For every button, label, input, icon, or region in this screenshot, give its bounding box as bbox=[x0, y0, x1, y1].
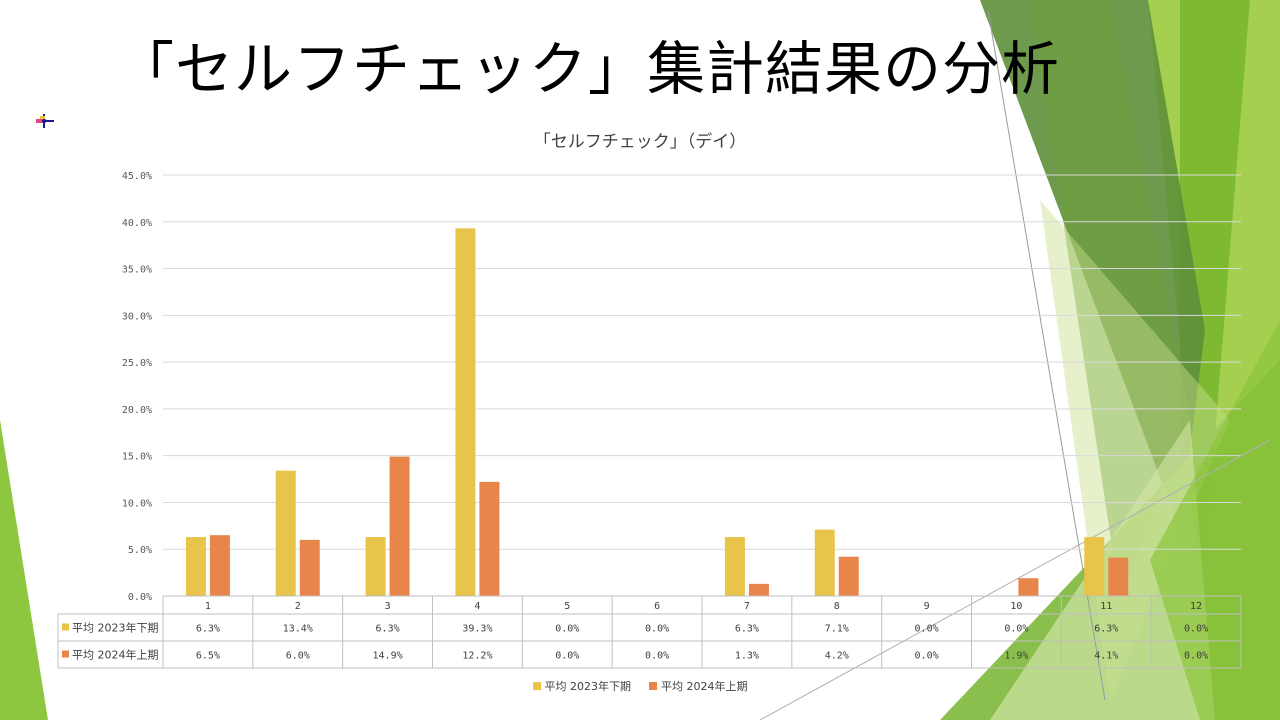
legend-swatch-2023 bbox=[532, 682, 541, 690]
bar-2024-4 bbox=[479, 481, 500, 596]
y-tick-label: 30.0% bbox=[122, 311, 152, 322]
table-value-cell: 0.0% bbox=[1184, 651, 1208, 662]
y-tick-label: 40.0% bbox=[122, 218, 152, 229]
legend-label-2024: 平均 2024年上期 bbox=[661, 680, 748, 693]
bar-2024-11 bbox=[1108, 557, 1129, 596]
chart-legend: 平均 2023年下期 平均 2024年上期 bbox=[0, 678, 1280, 694]
table-series-name: 平均 2024年上期 bbox=[72, 648, 159, 662]
bar-2023-8 bbox=[814, 529, 835, 596]
x-category-label: 2 bbox=[295, 601, 301, 612]
slide-title: 「セルフチェック」集計結果の分析 bbox=[116, 35, 1061, 103]
x-category-label: 10 bbox=[1010, 601, 1022, 612]
table-value-cell: 0.0% bbox=[645, 624, 669, 635]
x-category-label: 7 bbox=[744, 601, 750, 612]
bar-2024-2 bbox=[299, 539, 320, 596]
table-value-cell: 0.0% bbox=[555, 651, 579, 662]
table-value-cell: 6.3% bbox=[196, 624, 220, 635]
table-key-swatch-2023 bbox=[62, 623, 69, 631]
table-value-cell: 6.3% bbox=[1094, 624, 1118, 635]
x-category-label: 9 bbox=[924, 601, 930, 612]
table-value-cell: 0.0% bbox=[645, 651, 669, 662]
table-value-cell: 6.3% bbox=[735, 624, 759, 635]
bar-2024-8 bbox=[838, 556, 859, 596]
legend-swatch-2024 bbox=[649, 682, 657, 690]
table-value-cell: 6.3% bbox=[376, 624, 400, 635]
bar-2023-3 bbox=[365, 537, 386, 596]
legend-label-2023: 平均 2023年下期 bbox=[544, 680, 632, 693]
y-tick-label: 10.0% bbox=[122, 498, 152, 509]
table-value-cell: 0.0% bbox=[1004, 624, 1028, 635]
y-tick-label: 20.0% bbox=[122, 405, 152, 416]
y-tick-label: 15.0% bbox=[122, 452, 152, 463]
table-value-cell: 12.2% bbox=[462, 651, 492, 662]
table-value-cell: 0.0% bbox=[1184, 624, 1208, 635]
table-key-swatch-2024 bbox=[62, 650, 69, 658]
table-value-cell: 0.0% bbox=[915, 624, 939, 635]
chart-title: 「セルフチェック」（デイ） bbox=[533, 132, 747, 152]
table-value-cell: 0.0% bbox=[555, 624, 579, 635]
bar-2023-2 bbox=[275, 470, 296, 596]
table-value-cell: 7.1% bbox=[825, 624, 849, 635]
y-tick-label: 0.0% bbox=[128, 592, 152, 603]
bar-2023-4 bbox=[455, 228, 476, 596]
table-value-cell: 1.9% bbox=[1004, 651, 1028, 662]
x-category-label: 1 bbox=[205, 601, 211, 612]
table-value-cell: 6.5% bbox=[196, 651, 220, 662]
legend-item-2024: 平均 2024年上期 bbox=[649, 678, 748, 694]
y-tick-label: 35.0% bbox=[122, 265, 152, 276]
bar-2024-3 bbox=[389, 456, 410, 596]
table-value-cell: 0.0% bbox=[915, 651, 939, 662]
table-series-name: 平均 2023年下期 bbox=[72, 621, 159, 635]
table-value-cell: 39.3% bbox=[462, 624, 492, 635]
table-value-cell: 1.3% bbox=[735, 651, 759, 662]
x-category-label: 12 bbox=[1190, 601, 1202, 612]
table-value-cell: 13.4% bbox=[283, 624, 313, 635]
x-category-label: 11 bbox=[1100, 601, 1112, 612]
y-tick-label: 45.0% bbox=[122, 171, 152, 182]
x-category-label: 4 bbox=[474, 601, 480, 612]
x-category-label: 6 bbox=[654, 601, 660, 612]
x-category-label: 8 bbox=[834, 601, 840, 612]
table-value-cell: 4.2% bbox=[825, 651, 849, 662]
table-value-cell: 6.0% bbox=[286, 651, 310, 662]
y-tick-label: 5.0% bbox=[128, 545, 152, 556]
x-category-label: 3 bbox=[385, 601, 391, 612]
bar-2023-11 bbox=[1084, 537, 1105, 596]
legend-item-2023: 平均 2023年下期 bbox=[532, 678, 632, 694]
table-value-cell: 4.1% bbox=[1094, 651, 1118, 662]
cross-marker-icon bbox=[36, 114, 54, 128]
bar-2023-7 bbox=[724, 537, 745, 596]
y-tick-label: 25.0% bbox=[122, 358, 152, 369]
bar-2024-1 bbox=[209, 535, 230, 596]
bar-2024-7 bbox=[748, 583, 769, 596]
bar-2024-10 bbox=[1018, 578, 1039, 596]
table-value-cell: 14.9% bbox=[373, 651, 403, 662]
x-category-label: 5 bbox=[564, 601, 570, 612]
bar-2023-1 bbox=[185, 537, 206, 596]
